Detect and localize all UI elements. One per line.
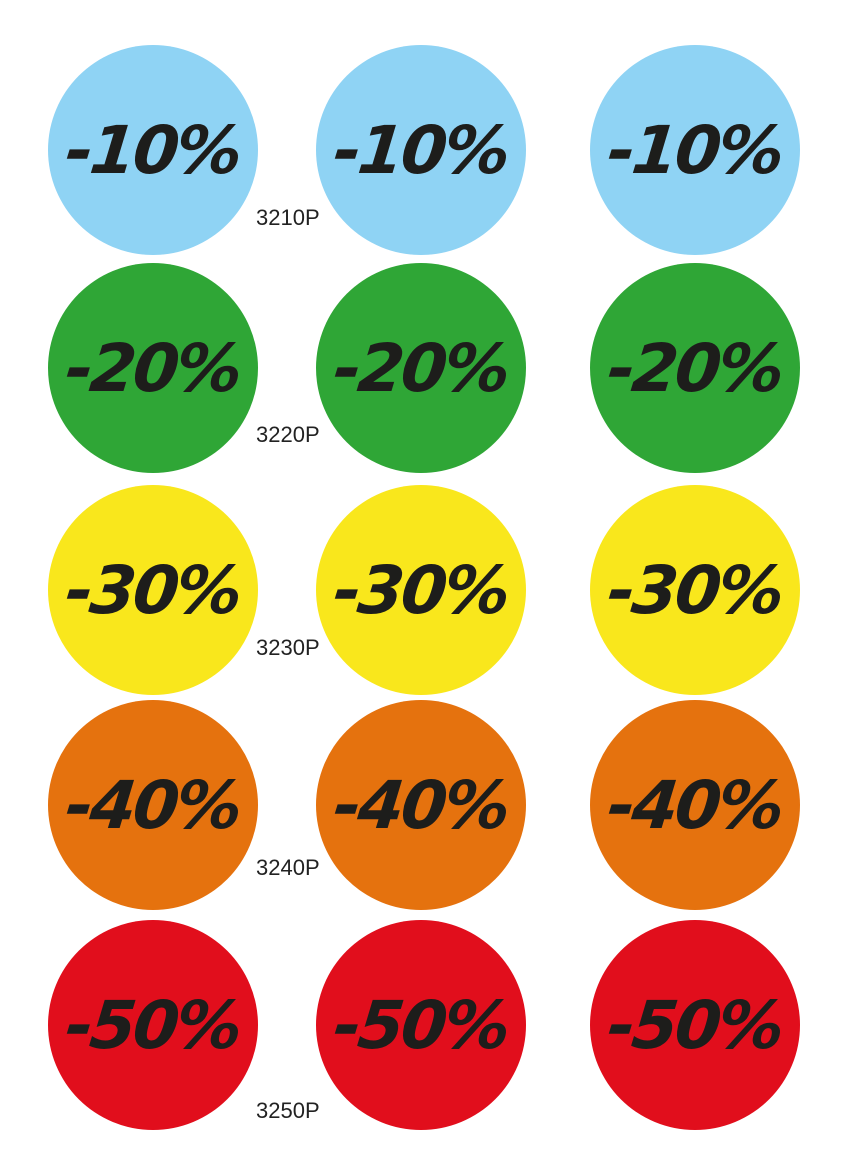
discount-label: -30% [604, 551, 786, 629]
discount-sticker: -10% [48, 45, 258, 255]
product-code: 3250P [256, 1098, 320, 1123]
discount-sticker: -20% [48, 263, 258, 473]
discount-sticker: -30% [48, 485, 258, 695]
discount-label: -10% [62, 111, 244, 189]
discount-label: -40% [604, 766, 786, 844]
discount-sticker: -40% [316, 700, 526, 910]
discount-label: -50% [62, 986, 244, 1064]
discount-sticker: -30% [316, 485, 526, 695]
discount-sticker: -10% [316, 45, 526, 255]
discount-label: -10% [604, 111, 786, 189]
discount-sticker: -50% [590, 920, 800, 1130]
discount-label: -50% [604, 986, 786, 1064]
discount-label: -40% [330, 766, 512, 844]
discount-sticker: -10% [590, 45, 800, 255]
discount-label: -10% [330, 111, 512, 189]
discount-label: -30% [62, 551, 244, 629]
product-code: 3210P [256, 205, 320, 230]
discount-sticker: -20% [590, 263, 800, 473]
discount-sticker: -20% [316, 263, 526, 473]
discount-sticker: -40% [48, 700, 258, 910]
discount-label: -20% [330, 329, 512, 407]
discount-sticker: -50% [316, 920, 526, 1130]
discount-sticker: -50% [48, 920, 258, 1130]
discount-label: -20% [604, 329, 786, 407]
discount-sticker: -30% [590, 485, 800, 695]
product-code: 3230P [256, 635, 320, 660]
product-code: 3220P [256, 422, 320, 447]
discount-sticker: -40% [590, 700, 800, 910]
discount-label: -40% [62, 766, 244, 844]
discount-label: -50% [330, 986, 512, 1064]
product-code: 3240P [256, 855, 320, 880]
discount-label: -20% [62, 329, 244, 407]
discount-label: -30% [330, 551, 512, 629]
